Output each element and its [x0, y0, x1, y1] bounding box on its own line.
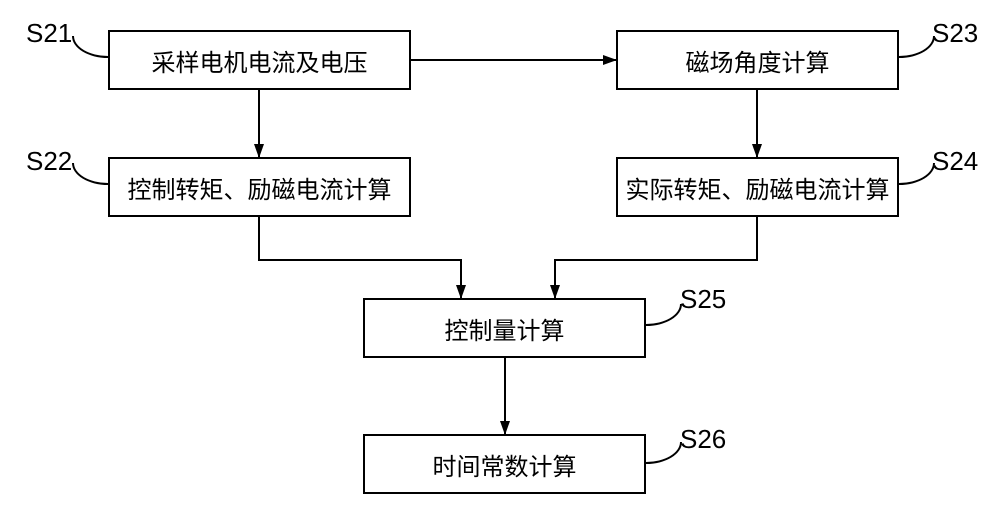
step-label-s24: S24	[932, 146, 978, 177]
node-text: 控制量计算	[445, 311, 565, 346]
step-label-s21: S21	[26, 18, 72, 49]
flowchart-node-n22: 控制转矩、励磁电流计算	[108, 157, 411, 217]
flowchart-node-n26: 时间常数计算	[363, 434, 646, 494]
label-pointer	[72, 163, 108, 185]
node-text: 控制转矩、励磁电流计算	[128, 170, 392, 205]
step-label-s22: S22	[26, 146, 72, 177]
label-pointer	[72, 36, 108, 58]
node-text: 采样电机电流及电压	[152, 43, 368, 78]
edge-n22-n25	[259, 217, 461, 298]
step-label-s25: S25	[680, 284, 726, 315]
flowchart-node-n25: 控制量计算	[363, 298, 646, 358]
step-label-s26: S26	[680, 424, 726, 455]
step-label-s23: S23	[932, 18, 978, 49]
flowchart-node-n24: 实际转矩、励磁电流计算	[616, 157, 899, 217]
node-text: 实际转矩、励磁电流计算	[626, 170, 890, 205]
node-text: 磁场角度计算	[686, 43, 830, 78]
flowchart-node-n23: 磁场角度计算	[616, 30, 899, 90]
label-pointer	[646, 442, 682, 464]
label-pointer	[899, 163, 935, 185]
label-pointer	[899, 36, 935, 58]
edge-n24-n25	[555, 217, 757, 298]
flowchart-node-n21: 采样电机电流及电压	[108, 30, 411, 90]
node-text: 时间常数计算	[433, 447, 577, 482]
label-pointer	[646, 304, 682, 326]
